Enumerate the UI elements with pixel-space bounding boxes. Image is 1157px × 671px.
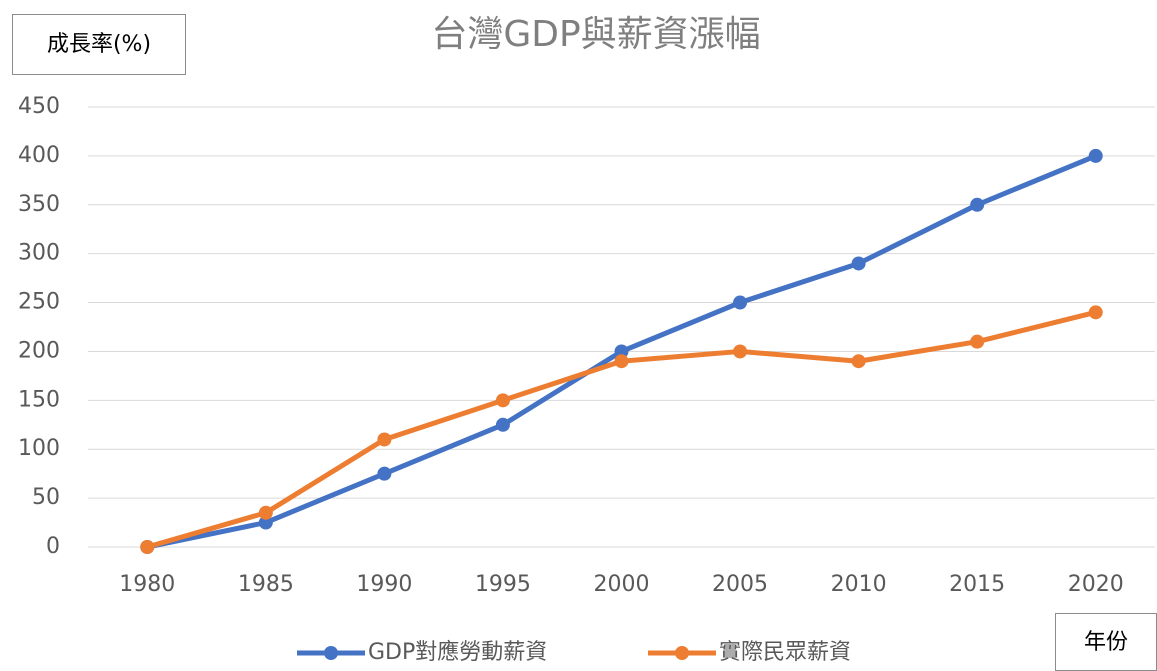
- legend-marker: [675, 646, 689, 660]
- data-point: [140, 540, 155, 554]
- x-tick-label: 1985: [238, 572, 294, 597]
- x-tick-label: 2000: [594, 572, 650, 597]
- data-point: [851, 256, 866, 271]
- y-tick-label: 300: [18, 241, 60, 266]
- x-axis-label: 年份: [1084, 630, 1128, 655]
- y-label-box: [12, 14, 186, 75]
- x-tick-label: 2020: [1068, 572, 1124, 597]
- y-tick-label: 100: [18, 436, 60, 461]
- x-tick-label: 2005: [712, 572, 768, 597]
- data-point: [733, 344, 748, 359]
- y-tick-label: 150: [18, 387, 60, 412]
- data-point: [377, 432, 392, 447]
- legend-label: GDP對應勞動薪資: [368, 639, 547, 665]
- data-point: [614, 354, 629, 369]
- y-tick-label: 450: [18, 94, 60, 119]
- x-tick-label: 2010: [831, 572, 887, 597]
- y-tick-label: 0: [46, 534, 60, 559]
- x-tick-label: 2015: [949, 572, 1005, 597]
- x-tick-label: 1990: [356, 572, 412, 597]
- chart-title: 台灣GDP與薪資漲幅: [431, 14, 760, 55]
- x-tick-label: 1980: [119, 572, 175, 597]
- data-point: [495, 417, 510, 432]
- data-point: [377, 466, 392, 481]
- y-tick-label: 250: [18, 290, 60, 315]
- data-point: [970, 334, 985, 349]
- y-tick-label: 50: [32, 485, 60, 510]
- y-tick-label: 400: [18, 143, 60, 168]
- data-point: [495, 393, 510, 408]
- data-point: [970, 197, 985, 212]
- x-tick-label: 1995: [475, 572, 531, 597]
- data-point: [733, 295, 748, 310]
- y-axis-label: 成長率(%): [47, 32, 151, 57]
- data-point: [614, 344, 629, 359]
- data-point: [851, 354, 866, 369]
- data-point: [258, 505, 273, 520]
- x-label-box: [1055, 613, 1157, 671]
- data-point: [258, 515, 273, 530]
- y-tick-label: 350: [18, 192, 60, 217]
- y-tick-label: 200: [18, 338, 60, 363]
- data-point: [1088, 148, 1103, 163]
- legend-label: 實際民眾薪資: [719, 640, 851, 665]
- legend-marker: [324, 646, 338, 660]
- data-point: [1088, 305, 1103, 320]
